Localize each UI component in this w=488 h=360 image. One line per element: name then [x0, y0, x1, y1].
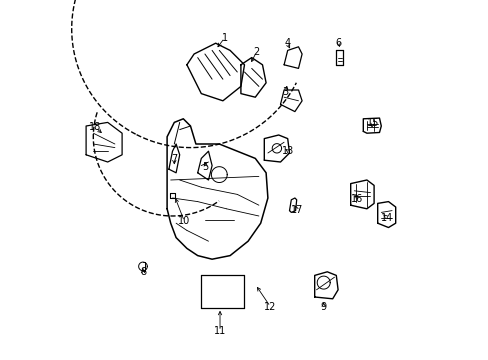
Text: 9: 9: [320, 302, 326, 312]
Text: 6: 6: [335, 38, 341, 48]
Text: 3: 3: [282, 87, 288, 97]
Text: 2: 2: [253, 47, 259, 57]
Text: 1: 1: [221, 33, 227, 43]
Text: 15: 15: [366, 118, 378, 128]
Text: 13: 13: [282, 146, 294, 156]
Text: 5: 5: [202, 162, 208, 172]
Text: 7: 7: [171, 154, 177, 164]
Text: 4: 4: [284, 38, 290, 48]
Text: 10: 10: [178, 216, 190, 226]
Text: 17: 17: [290, 204, 302, 215]
Text: 16: 16: [350, 194, 362, 204]
Text: 11: 11: [213, 326, 225, 336]
Text: 12: 12: [264, 302, 276, 312]
Text: 8: 8: [140, 267, 146, 277]
Text: 18: 18: [89, 122, 102, 132]
Text: 14: 14: [380, 213, 392, 223]
